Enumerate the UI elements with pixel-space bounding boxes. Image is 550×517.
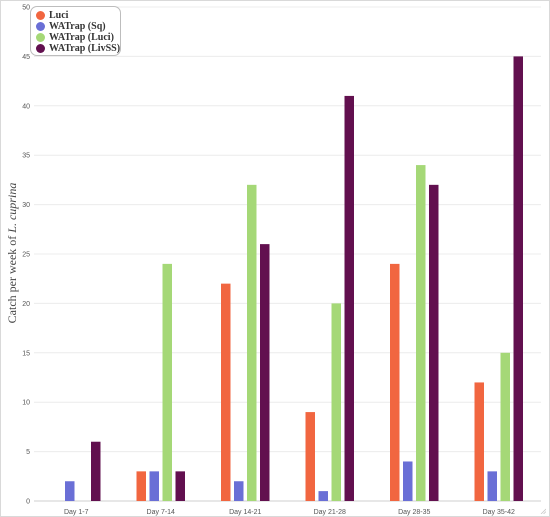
x-tick-label: Day 21-28 <box>314 509 346 516</box>
bar[interactable]: Luci: 3 <box>136 471 147 501</box>
y-tick-label: 40 <box>22 103 30 110</box>
bar[interactable]: WATrap (LivSS): 3 <box>175 471 186 501</box>
x-tick-label: Day 35-42 <box>483 509 515 516</box>
bar[interactable]: Luci: 12 <box>474 382 485 501</box>
legend-label: WATrap (Luci) <box>49 32 114 43</box>
y-axis-title: Catch per week of L. cuprina <box>5 183 19 324</box>
legend-item[interactable]: Luci <box>36 10 120 21</box>
bar[interactable]: WATrap (LivSS): 6 <box>91 441 101 501</box>
resize-grip-icon[interactable] <box>540 508 546 514</box>
x-tick-label: Day 7-14 <box>147 509 176 516</box>
x-tick-label: Day 28-35 <box>398 509 430 516</box>
bar[interactable]: WATrap (Luci): 24 <box>162 263 173 501</box>
x-tick-label: Day 14-21 <box>229 509 261 516</box>
bar[interactable]: WATrap (Luci): 20 <box>331 303 342 501</box>
legend[interactable]: Luci WATrap (Sq) WATrap (Luci) WATrap (LivS… <box>30 6 121 56</box>
legend-label: WATrap (LivSS) <box>49 43 121 54</box>
y-tick-label: 15 <box>22 350 30 357</box>
bar[interactable]: Luci: 24 <box>390 263 400 501</box>
x-tick-label: Day 1-7 <box>64 509 89 516</box>
legend-label: Luci <box>49 10 69 21</box>
bars: WATrap (Sq): 2WATrap (LivSS): 6Luci: 3WA… <box>65 56 524 502</box>
y-axis-title-text: Catch per week of <box>5 233 19 324</box>
legend-item[interactable]: WATrap (Luci) <box>36 32 120 43</box>
y-tick-label: 25 <box>22 252 30 259</box>
bar[interactable]: WATrap (Sq): 3 <box>149 471 160 501</box>
bar[interactable]: WATrap (LivSS): 26 <box>260 244 270 501</box>
y-tick-label: 0 <box>26 499 30 506</box>
bar[interactable]: WATrap (Sq): 1 <box>318 491 329 501</box>
y-tick-label: 45 <box>22 54 30 61</box>
bar[interactable]: WATrap (Luci): 34 <box>416 165 426 501</box>
y-tick-label: 10 <box>22 400 30 407</box>
y-tick-label: 50 <box>22 5 30 12</box>
bar[interactable]: WATrap (LivSS): 45 <box>513 56 524 502</box>
bar[interactable]: Luci: 9 <box>305 412 316 501</box>
bar[interactable]: WATrap (LivSS): 41 <box>344 95 355 502</box>
legend-marker-icon <box>36 11 45 20</box>
bar[interactable]: WATrap (LivSS): 32 <box>429 184 439 501</box>
legend-marker-icon <box>36 44 45 53</box>
x-tick-labels: Day 1-7 Day 7-14 Day 14-21 Day 21-28 Day 28-… <box>64 509 515 516</box>
bar[interactable]: Luci: 22 <box>221 283 231 501</box>
bar[interactable]: WATrap (Sq): 3 <box>487 471 498 501</box>
legend-label: WATrap (Sq) <box>49 21 106 32</box>
bar[interactable]: WATrap (Sq): 2 <box>65 481 75 501</box>
bar[interactable]: WATrap (Sq): 2 <box>234 481 244 501</box>
y-tick-label: 20 <box>22 301 30 308</box>
legend-item[interactable]: WATrap (LivSS) <box>36 43 120 54</box>
bar[interactable]: WATrap (Sq): 4 <box>403 461 413 501</box>
legend-marker-icon <box>36 33 45 42</box>
y-axis-title-species: L. cuprina <box>5 183 19 234</box>
legend-item[interactable]: WATrap (Sq) <box>36 21 120 32</box>
y-tick-label: 35 <box>22 153 30 160</box>
y-tick-label: 30 <box>22 202 30 209</box>
bar[interactable]: WATrap (Luci): 32 <box>247 184 257 501</box>
y-tick-labels: 0 5 10 15 20 25 30 35 40 45 50 <box>22 5 30 506</box>
bar[interactable]: WATrap (Luci): 15 <box>500 352 511 501</box>
legend-marker-icon <box>36 22 45 31</box>
grid-lines <box>34 6 541 502</box>
y-tick-label: 5 <box>26 449 30 456</box>
